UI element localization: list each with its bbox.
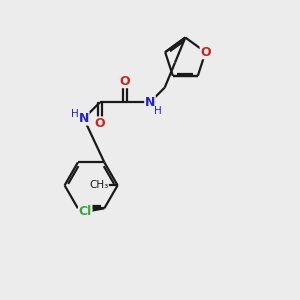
Text: Cl: Cl (79, 205, 92, 218)
Text: CH₃: CH₃ (89, 180, 109, 190)
Text: H: H (71, 109, 79, 119)
Text: O: O (200, 46, 211, 59)
Text: N: N (145, 96, 155, 109)
Text: O: O (120, 75, 130, 88)
Text: N: N (79, 112, 89, 125)
Text: O: O (94, 117, 105, 130)
Text: H: H (154, 106, 162, 116)
